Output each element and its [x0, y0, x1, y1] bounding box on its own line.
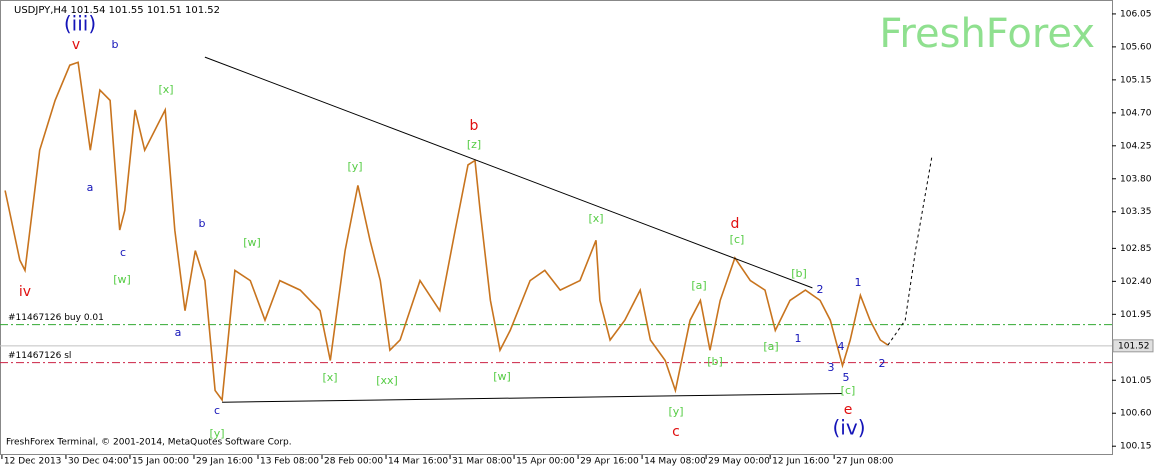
x-tick-label: 28 Feb 00:00: [324, 457, 383, 467]
x-tick-label: 15 Jan 00:00: [132, 457, 189, 467]
wave-label: 1: [855, 276, 862, 289]
y-tick-label: 100.15: [1120, 442, 1152, 452]
order-label: #11467126 sl: [8, 351, 71, 361]
wave-label: (iv): [833, 416, 866, 440]
wave-label: [x]: [322, 371, 337, 384]
wave-label: [y]: [668, 405, 683, 418]
wave-label: 2: [817, 283, 824, 296]
y-tick-label: 101.95: [1120, 310, 1152, 320]
wave-label: [x]: [588, 212, 603, 225]
x-tick-label: 12 Jun 16:00: [772, 457, 829, 467]
wave-label: e: [844, 402, 853, 418]
wave-label: (iii): [64, 12, 96, 36]
wave-label: [z]: [467, 138, 481, 151]
wave-label: c: [214, 404, 220, 417]
x-tick-label: 12 Dec 2013: [4, 457, 62, 467]
y-tick-label: 102.85: [1120, 244, 1152, 254]
order-label: #11467126 buy 0.01: [8, 313, 104, 323]
trend-line: [204, 56, 813, 289]
x-tick-label: 31 Mar 08:00: [452, 457, 512, 467]
y-tick-label: 106.05: [1120, 9, 1152, 19]
x-tick-label: 30 Dec 04:00: [68, 457, 129, 467]
wave-label: iv: [19, 284, 31, 300]
wave-label: [w]: [113, 273, 131, 286]
x-tick-label: 29 May 00:00: [708, 457, 770, 467]
wave-label: 4: [838, 340, 845, 353]
wave-label: a: [175, 326, 182, 339]
wave-label: [y]: [209, 427, 224, 440]
wave-label: 5: [843, 371, 850, 384]
wave-label: c: [120, 246, 126, 259]
y-tick-label: 104.25: [1120, 141, 1152, 151]
y-tick-label: 105.60: [1120, 42, 1152, 52]
price-line: [4, 61, 889, 403]
wave-label: a: [87, 181, 94, 194]
trend-line: [222, 393, 843, 403]
wave-label: [a]: [691, 279, 706, 292]
y-tick-label: 101.05: [1120, 376, 1152, 386]
watermark: FreshForex: [879, 11, 1095, 57]
wave-label: [w]: [243, 236, 261, 249]
wave-label: 2: [879, 357, 886, 370]
x-tick-label: 14 May 08:00: [644, 457, 706, 467]
wave-label: [b]: [791, 267, 807, 280]
x-tick-label: 29 Jan 16:00: [196, 457, 253, 467]
wave-label: [c]: [841, 384, 856, 397]
wave-label: 3: [828, 361, 835, 374]
wave-label: [b]: [707, 355, 723, 368]
wave-label: 1: [795, 332, 802, 345]
y-tick-label: 104.70: [1120, 108, 1152, 118]
wave-label: b: [112, 38, 119, 51]
x-tick-label: 29 Apr 16:00: [580, 457, 639, 467]
x-tick-label: 14 Mar 16:00: [388, 457, 448, 467]
wave-label: [xx]: [376, 374, 398, 387]
y-tick-label: 102.40: [1120, 277, 1152, 287]
wave-label: b: [199, 217, 206, 230]
chart-title: USDJPY,H4 101.54 101.55 101.51 101.52: [14, 5, 220, 16]
plot-frame: [0, 0, 1113, 455]
wave-label: c: [672, 424, 680, 440]
wave-label: [w]: [493, 370, 511, 383]
x-tick-label: 13 Feb 08:00: [260, 457, 319, 467]
current-price-label: 101.52: [1118, 341, 1150, 351]
y-tick-label: 103.35: [1120, 207, 1152, 217]
x-tick-label: 27 Jun 08:00: [836, 457, 893, 467]
wave-label: d: [731, 216, 740, 232]
wave-label: b: [470, 118, 479, 134]
wave-label: [c]: [730, 233, 745, 246]
current-price-box: [1112, 339, 1154, 353]
y-tick-label: 105.15: [1120, 75, 1152, 85]
y-tick-label: 100.60: [1120, 409, 1152, 419]
wave-label: [y]: [347, 160, 362, 173]
x-tick-label: 15 Apr 00:00: [516, 457, 575, 467]
y-tick-label: 103.80: [1120, 174, 1152, 184]
wave-label: [x]: [158, 83, 173, 96]
wave-label: v: [72, 37, 80, 53]
wave-label: [a]: [763, 340, 778, 353]
footer: FreshForex Terminal, © 2001-2014, MetaQu…: [6, 438, 292, 448]
